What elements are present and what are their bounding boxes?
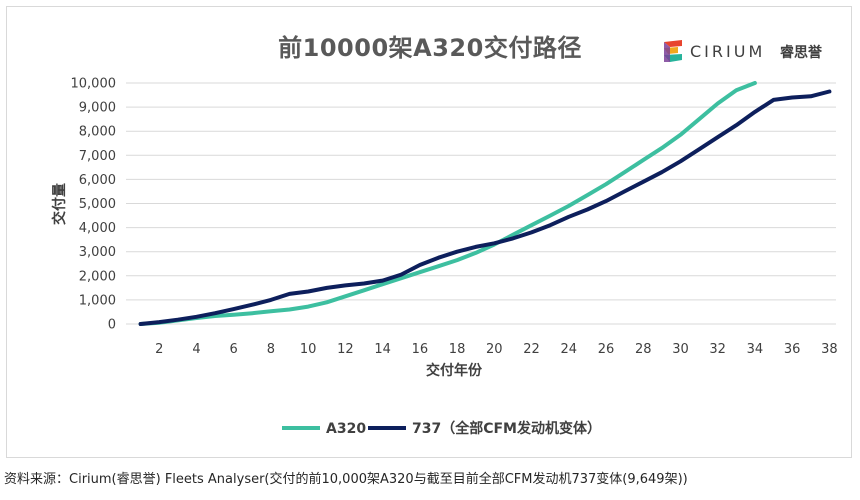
x-tick-label: 34 (747, 342, 764, 357)
y-tick-label: 3,000 (79, 245, 116, 260)
x-tick-label: 24 (560, 342, 577, 357)
y-tick-label: 8,000 (79, 125, 116, 140)
y-tick-label: 10,000 (71, 77, 117, 92)
y-tick-label: 5,000 (79, 197, 116, 212)
source-footnote: 资料来源：Cirium(睿思誉) Fleets Analyser(交付的前10,… (4, 472, 688, 487)
x-tick-label: 20 (486, 342, 503, 357)
series-lines (138, 81, 832, 326)
x-tick-label: 16 (412, 342, 429, 357)
y-axis-ticks: 0 1,000 2,000 3,000 4,000 5,000 6,000 7,000 8,00… (71, 77, 117, 333)
cirium-logo-icon (664, 40, 682, 62)
y-tick-label: 6,000 (79, 173, 116, 188)
y-tick-label: 7,000 (79, 149, 116, 164)
line-chart: 0 1,000 2,000 3,000 4,000 5,000 6,000 7,000 8,00… (51, 77, 838, 438)
y-tick-label: 0 (108, 318, 116, 333)
chart-frame (6, 6, 852, 458)
x-tick-label: 6 (230, 342, 238, 357)
x-tick-label: 36 (784, 342, 801, 357)
logo-cn-name: 睿思誉 (780, 45, 822, 61)
y-axis-title: 交付量 (51, 183, 68, 225)
x-tick-label: 12 (337, 342, 354, 357)
legend-label: A320 (326, 421, 366, 437)
chart-title: 前10000架A320交付路径 (278, 34, 582, 62)
y-tick-label: 1,000 (79, 293, 116, 308)
x-axis-ticks: 2 4 6 8 10 12 14 16 18 20 22 24 26 28 30 32 34 36 38 (155, 342, 838, 357)
x-tick-label: 2 (155, 342, 163, 357)
x-tick-label: 28 (635, 342, 652, 357)
x-tick-label: 22 (523, 342, 540, 357)
x-tick-label: 14 (374, 342, 391, 357)
x-axis-title: 交付年份 (426, 362, 483, 379)
legend-label: 737（全部CFM发动机变体） (412, 420, 601, 437)
logo-name: CIRIUM (690, 42, 766, 61)
x-tick-label: 30 (672, 342, 689, 357)
x-tick-label: 38 (821, 342, 838, 357)
y-tick-label: 4,000 (79, 221, 116, 236)
legend: A320 737（全部CFM发动机变体） (282, 420, 601, 437)
x-tick-label: 8 (267, 342, 275, 357)
x-tick-label: 18 (449, 342, 466, 357)
x-tick-label: 4 (192, 342, 200, 357)
x-tick-label: 26 (598, 342, 615, 357)
x-tick-label: 10 (300, 342, 317, 357)
y-tick-label: 9,000 (79, 101, 116, 116)
series-line-1 (138, 89, 832, 326)
grid-lines (126, 82, 836, 325)
series-line-0 (138, 81, 757, 326)
y-tick-label: 2,000 (79, 269, 116, 284)
x-tick-label: 32 (709, 342, 726, 357)
